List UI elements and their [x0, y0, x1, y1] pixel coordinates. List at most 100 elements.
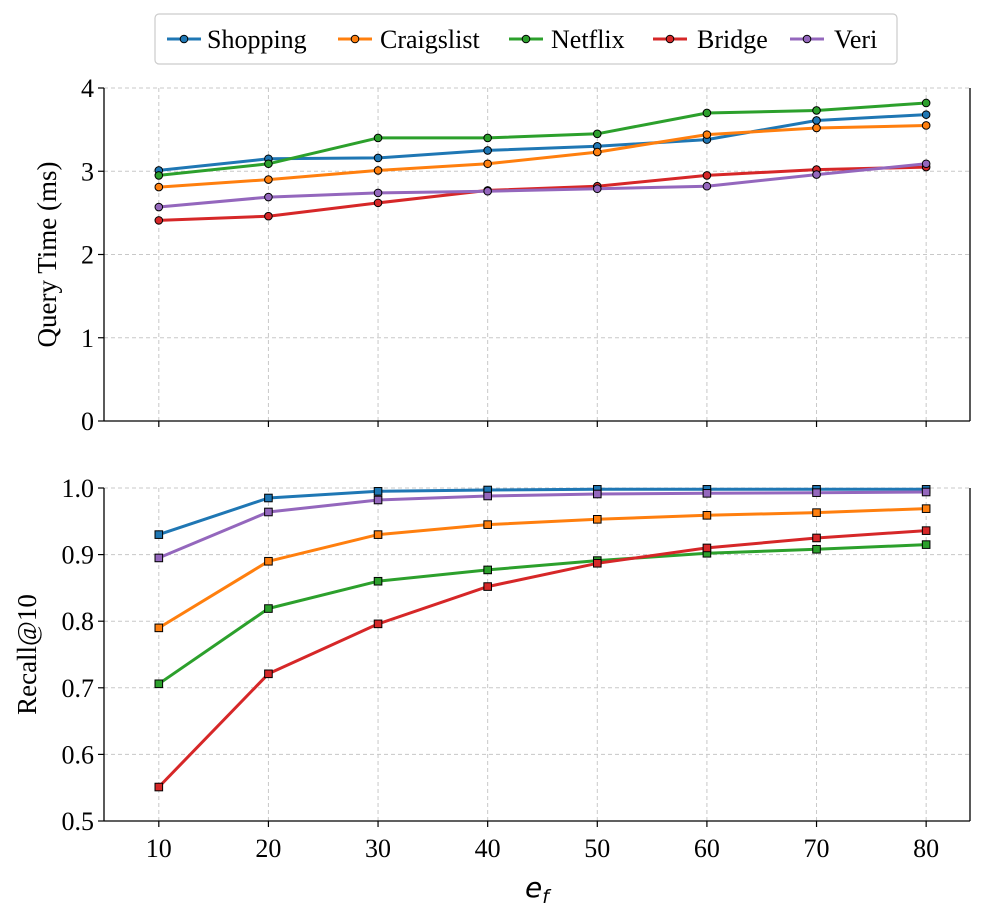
series-group [154, 485, 931, 792]
series-line-craigslist [158, 507, 927, 630]
y-tick-label: 0.7 [62, 674, 95, 703]
data-point-veri [483, 186, 492, 196]
data-point-craigslist [264, 175, 273, 184]
x-axis-label: ef [525, 871, 552, 908]
data-point-veri [702, 489, 712, 498]
data-point-veri [483, 491, 492, 501]
data-point-craigslist [592, 515, 602, 524]
data-point-netflix [592, 129, 602, 139]
data-point-bridge [702, 543, 712, 553]
data-point-veri [264, 507, 273, 517]
data-point-craigslist [154, 182, 164, 192]
series-line-netflix [158, 101, 927, 177]
data-point-craigslist [373, 530, 383, 539]
axes [98, 87, 971, 427]
legend-swatch-marker [802, 34, 812, 44]
data-point-veri [921, 159, 931, 169]
data-point-shopping [921, 110, 931, 119]
data-point-netflix [154, 679, 164, 689]
legend-swatch-marker [521, 34, 531, 44]
data-point-veri [812, 488, 821, 497]
data-point-netflix [154, 171, 164, 180]
legend-label: Netflix [551, 25, 625, 54]
data-point-netflix [483, 565, 492, 575]
y-axis-label: Query Time (ms) [32, 161, 62, 347]
legend-label: Craigslist [380, 25, 480, 54]
data-point-craigslist [812, 123, 821, 133]
y-tick-label: 0.8 [62, 607, 95, 636]
legend-swatch-marker [179, 34, 189, 44]
series-line-craigslist [158, 124, 927, 189]
data-point-shopping [154, 530, 164, 539]
y-tick-label: 1.0 [62, 474, 95, 503]
data-point-bridge [373, 198, 383, 208]
data-point-veri [921, 487, 931, 497]
x-axis-label-subscript: f [542, 886, 552, 908]
y-tick-label: 0.6 [62, 740, 95, 769]
data-point-netflix [373, 576, 383, 586]
data-point-bridge [812, 533, 821, 543]
x-tick-label: 80 [913, 834, 939, 863]
data-point-veri [154, 202, 164, 212]
data-point-craigslist [264, 556, 273, 566]
legend-label: Bridge [697, 25, 768, 54]
data-point-bridge [373, 619, 383, 629]
data-point-shopping [264, 493, 273, 503]
y-axis-label: Recall@10 [12, 594, 42, 715]
legend-entry-netflix: Netflix [509, 25, 625, 54]
x-axis-label-base: e [525, 871, 542, 904]
data-point-veri [592, 489, 602, 499]
data-point-netflix [264, 159, 273, 169]
legend-swatch-marker [350, 34, 360, 44]
series-line-bridge [158, 165, 927, 222]
legend-entry-shopping: Shopping [167, 25, 307, 54]
data-point-bridge [264, 669, 273, 679]
y-tick-label: 2 [81, 241, 94, 270]
x-tick-label: 50 [584, 834, 610, 863]
x-tick-label: 10 [146, 834, 172, 863]
data-point-netflix [373, 133, 383, 143]
data-point-craigslist [921, 121, 931, 130]
data-point-bridge [921, 526, 931, 535]
series-line-veri [158, 490, 927, 560]
data-point-craigslist [812, 508, 821, 517]
series-line-bridge [157, 529, 927, 789]
x-tick-label: 40 [475, 834, 501, 863]
y-tick-label: 1 [81, 324, 94, 353]
data-point-craigslist [702, 130, 712, 139]
series-line-veri [158, 162, 927, 209]
y-tick-label: 0.5 [62, 807, 95, 836]
x-tick-label: 30 [365, 834, 391, 863]
x-tick-labels: 10 20 30 40 50 60 70 80 [146, 834, 939, 863]
x-tick-label: 60 [694, 834, 720, 863]
data-point-veri [154, 553, 164, 563]
grid [104, 487, 970, 821]
legend-entry-veri: Veri [790, 25, 877, 54]
data-point-bridge [592, 558, 602, 568]
legend-label: Shopping [207, 25, 307, 54]
data-point-craigslist [921, 504, 931, 513]
data-point-veri [592, 184, 602, 194]
data-point-craigslist [373, 166, 383, 175]
data-point-netflix [921, 98, 931, 108]
y-tick-label: 0 [81, 407, 94, 436]
series-line-shopping [158, 487, 927, 537]
data-point-craigslist [483, 520, 492, 529]
x-tick-label: 70 [804, 834, 830, 863]
data-point-netflix [264, 604, 273, 613]
legend-swatch-marker [665, 34, 675, 44]
recall-panel: 0.5 0.6 0.7 0.8 0.9 1.0 10 20 30 40 50 60 70 80 Reca… [12, 474, 971, 908]
x-tick-label: 20 [255, 834, 281, 863]
legend-entry-craigslist: Craigslist [338, 25, 480, 54]
data-point-shopping [373, 153, 383, 163]
data-point-shopping [812, 116, 821, 125]
data-point-veri [373, 495, 383, 505]
data-point-shopping [373, 487, 383, 496]
legend-entry-bridge: Bridge [653, 25, 768, 54]
data-point-netflix [483, 133, 492, 143]
data-point-craigslist [702, 511, 712, 520]
data-point-bridge [154, 216, 164, 225]
data-point-netflix [702, 108, 712, 118]
query-time-panel: 0 1 2 3 4 Query Time (ms) [32, 74, 971, 436]
